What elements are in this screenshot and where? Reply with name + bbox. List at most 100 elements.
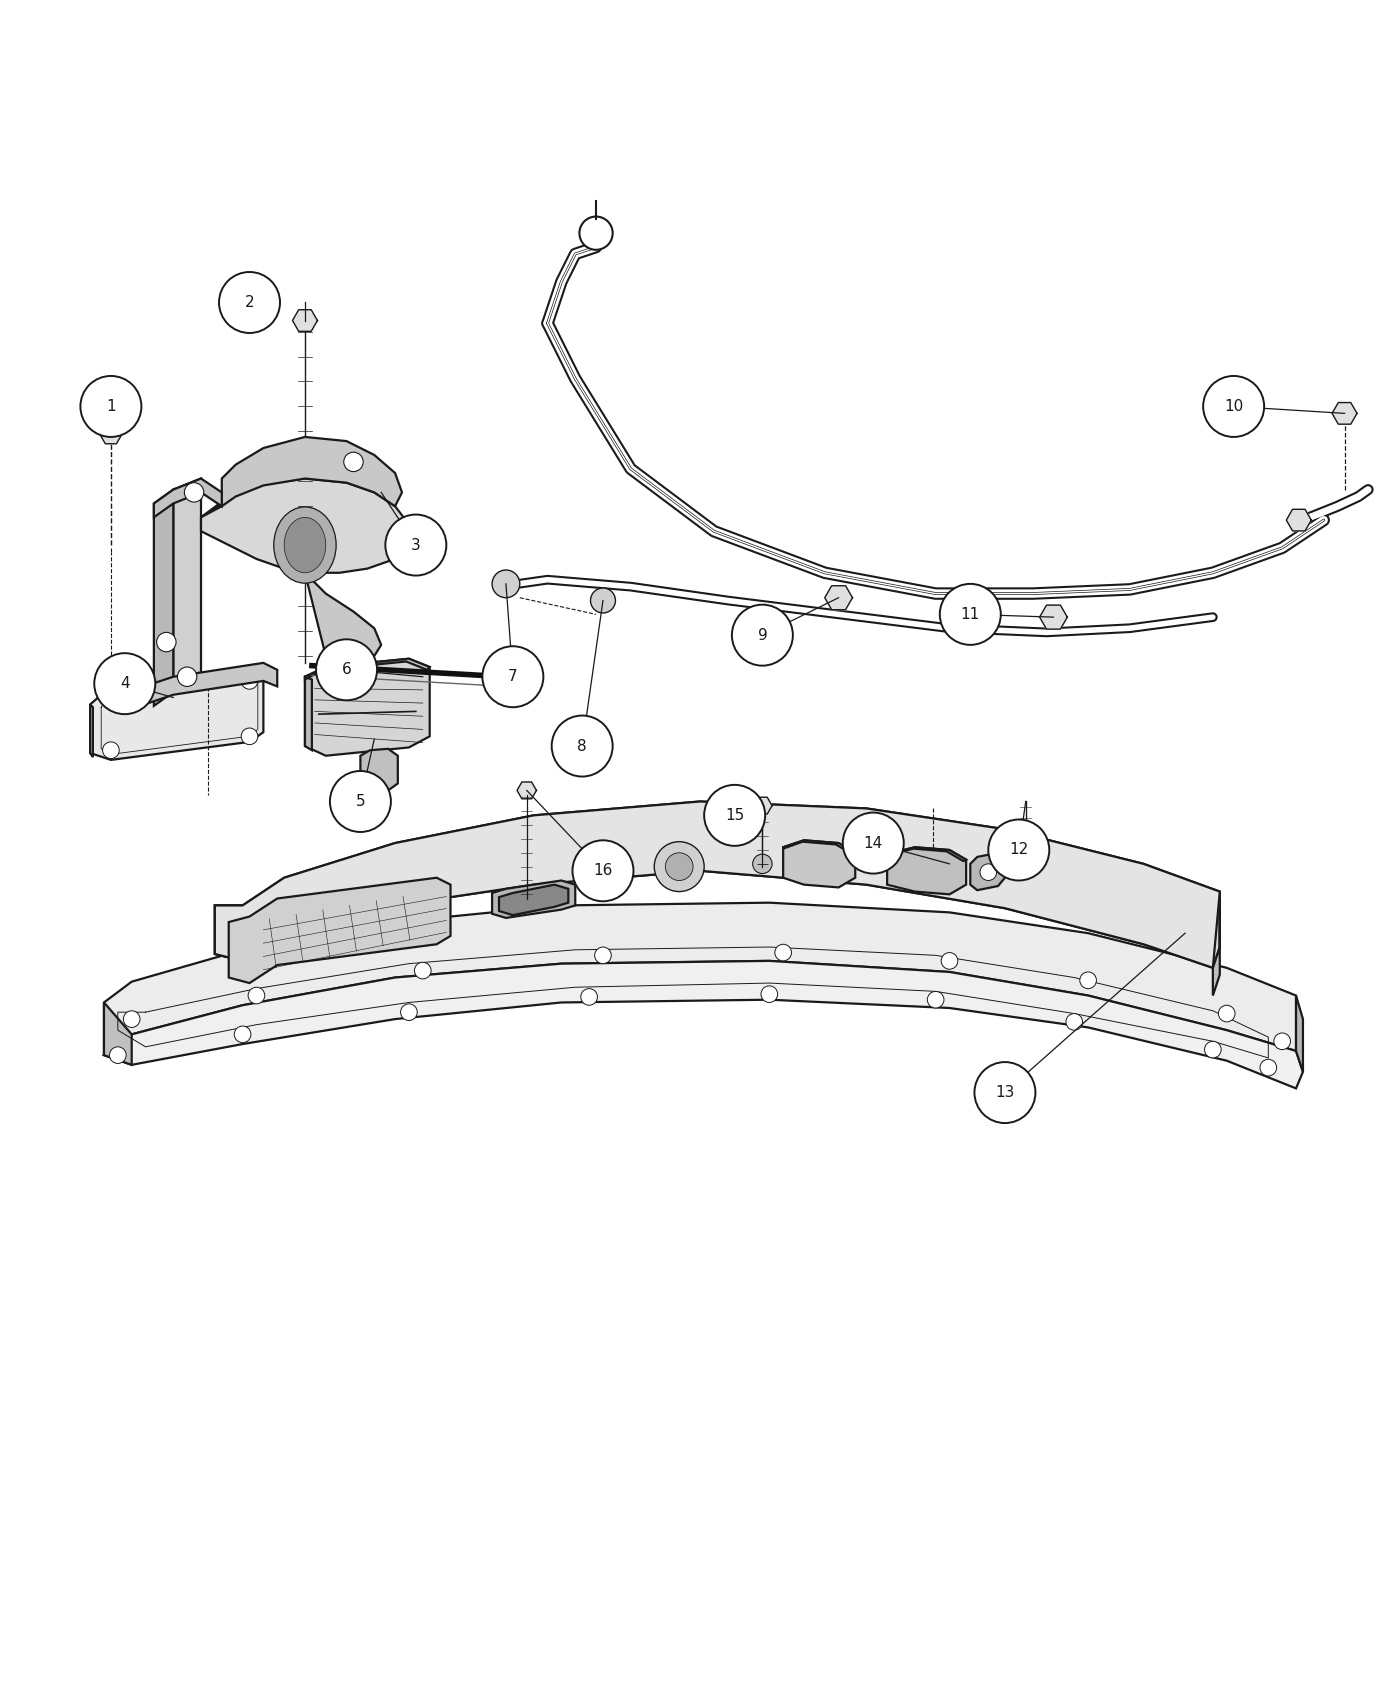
- Polygon shape: [104, 960, 1303, 1088]
- Polygon shape: [214, 801, 1219, 967]
- Polygon shape: [491, 881, 575, 918]
- Text: 14: 14: [864, 836, 883, 850]
- Circle shape: [414, 962, 431, 979]
- Text: 1: 1: [106, 400, 116, 413]
- Text: 13: 13: [995, 1085, 1015, 1100]
- Polygon shape: [132, 663, 277, 709]
- Text: 6: 6: [342, 663, 351, 677]
- Circle shape: [94, 653, 155, 714]
- Polygon shape: [214, 906, 242, 960]
- Circle shape: [123, 1012, 140, 1027]
- Ellipse shape: [284, 517, 326, 573]
- Circle shape: [80, 376, 141, 437]
- Text: 3: 3: [412, 537, 421, 553]
- Polygon shape: [228, 877, 451, 983]
- Text: 10: 10: [1224, 400, 1243, 413]
- Polygon shape: [90, 704, 92, 756]
- Circle shape: [344, 452, 363, 471]
- Polygon shape: [154, 490, 174, 706]
- Polygon shape: [1212, 891, 1219, 996]
- Circle shape: [927, 991, 944, 1008]
- Circle shape: [591, 588, 616, 614]
- Text: 2: 2: [245, 296, 255, 309]
- Text: 7: 7: [508, 670, 518, 683]
- Circle shape: [241, 728, 258, 745]
- Circle shape: [704, 785, 766, 847]
- Polygon shape: [214, 801, 1219, 967]
- Text: 8: 8: [577, 738, 587, 753]
- Circle shape: [1079, 972, 1096, 989]
- Circle shape: [843, 813, 904, 874]
- Circle shape: [400, 1005, 417, 1020]
- Circle shape: [1065, 1013, 1082, 1030]
- Circle shape: [974, 1062, 1036, 1124]
- Ellipse shape: [274, 507, 336, 583]
- Circle shape: [980, 864, 997, 881]
- Circle shape: [552, 716, 613, 777]
- Circle shape: [248, 988, 265, 1005]
- Polygon shape: [90, 670, 263, 760]
- Text: 9: 9: [757, 627, 767, 643]
- Polygon shape: [1287, 510, 1312, 530]
- Circle shape: [218, 272, 280, 333]
- Circle shape: [762, 986, 777, 1003]
- Polygon shape: [99, 425, 122, 444]
- Polygon shape: [1040, 605, 1067, 629]
- Circle shape: [1260, 1059, 1277, 1076]
- Text: 15: 15: [725, 808, 745, 823]
- Polygon shape: [104, 903, 1296, 1056]
- Circle shape: [581, 989, 598, 1005]
- Polygon shape: [825, 586, 853, 610]
- Circle shape: [732, 605, 792, 666]
- Polygon shape: [305, 658, 430, 680]
- Polygon shape: [132, 690, 134, 711]
- Circle shape: [102, 687, 119, 704]
- Circle shape: [483, 646, 543, 707]
- Circle shape: [1204, 1042, 1221, 1057]
- Circle shape: [234, 1027, 251, 1042]
- Circle shape: [385, 515, 447, 576]
- Text: 16: 16: [594, 864, 613, 879]
- Text: 11: 11: [960, 607, 980, 622]
- Polygon shape: [888, 847, 966, 894]
- Circle shape: [595, 947, 612, 964]
- Polygon shape: [202, 478, 409, 573]
- Circle shape: [102, 741, 119, 758]
- Polygon shape: [202, 437, 402, 517]
- Circle shape: [665, 853, 693, 881]
- Circle shape: [988, 819, 1050, 881]
- Circle shape: [1203, 376, 1264, 437]
- Circle shape: [178, 666, 197, 687]
- Polygon shape: [783, 840, 855, 853]
- Circle shape: [573, 840, 633, 901]
- Circle shape: [330, 772, 391, 831]
- Circle shape: [109, 1047, 126, 1064]
- Polygon shape: [154, 478, 221, 517]
- Circle shape: [316, 639, 377, 700]
- Circle shape: [157, 632, 176, 651]
- Circle shape: [753, 853, 771, 874]
- Polygon shape: [104, 1003, 132, 1064]
- Polygon shape: [360, 748, 398, 792]
- Polygon shape: [1016, 835, 1036, 852]
- Circle shape: [580, 216, 613, 250]
- Polygon shape: [970, 853, 1005, 891]
- Polygon shape: [783, 840, 855, 887]
- Circle shape: [939, 583, 1001, 644]
- Polygon shape: [1296, 996, 1303, 1071]
- Text: 12: 12: [1009, 843, 1029, 857]
- Polygon shape: [1331, 403, 1357, 425]
- Circle shape: [774, 944, 791, 960]
- Circle shape: [1274, 1034, 1291, 1049]
- Circle shape: [654, 842, 704, 891]
- Polygon shape: [305, 573, 381, 663]
- Circle shape: [241, 673, 258, 689]
- Polygon shape: [498, 884, 568, 915]
- Polygon shape: [305, 677, 312, 750]
- Polygon shape: [753, 797, 771, 814]
- Polygon shape: [293, 309, 318, 332]
- Polygon shape: [305, 658, 430, 756]
- Circle shape: [941, 952, 958, 969]
- Polygon shape: [174, 478, 202, 692]
- Text: 4: 4: [120, 677, 130, 692]
